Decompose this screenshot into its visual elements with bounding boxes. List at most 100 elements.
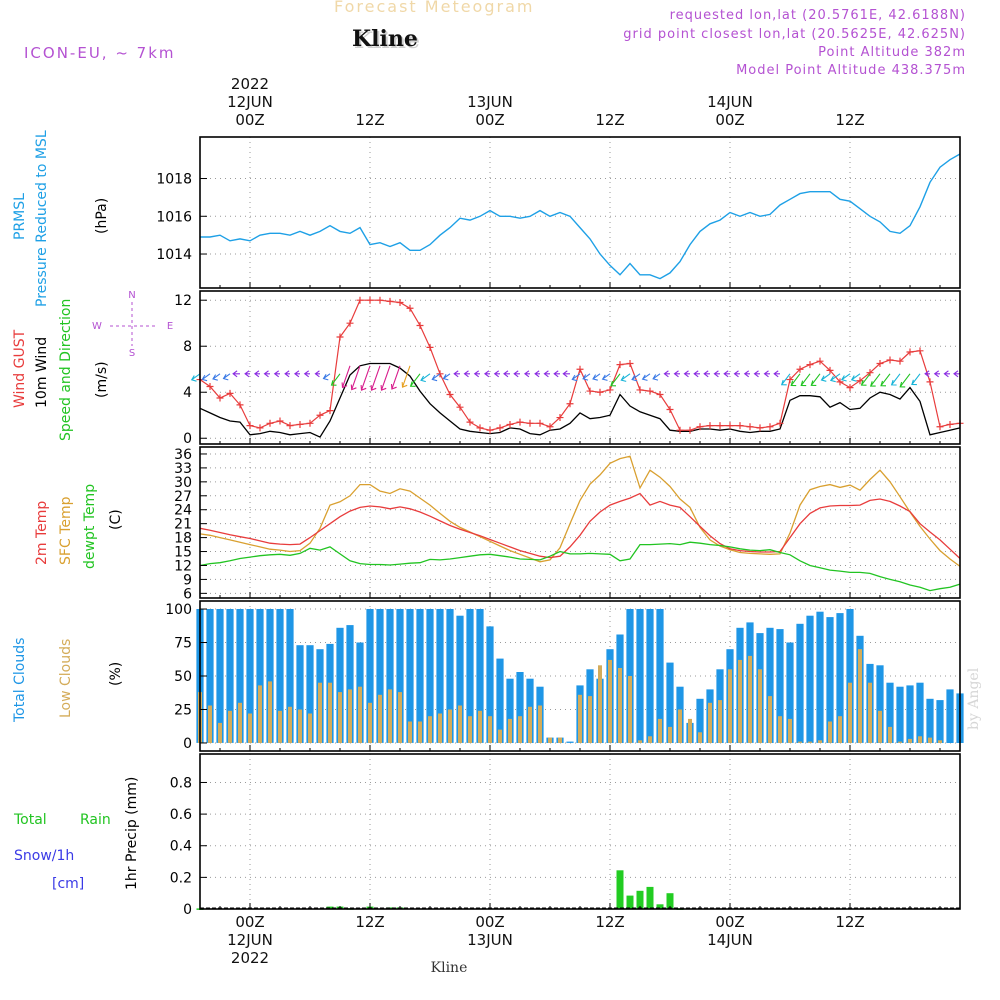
total-cloud-bar xyxy=(786,642,794,743)
top-time-label: 2022 xyxy=(231,75,269,93)
wind-direction-arrow xyxy=(571,373,581,382)
bottom-time-label: 12Z xyxy=(835,913,864,931)
top-time-label: 00Z xyxy=(475,111,504,129)
y-tick-label: 18 xyxy=(174,531,192,547)
wind-direction-arrow xyxy=(562,370,571,378)
gust-point xyxy=(716,422,724,430)
gust-point xyxy=(526,419,534,427)
wind-direction-arrow xyxy=(314,370,321,378)
dewpt-label: dewpt Temp xyxy=(82,484,98,569)
gust-point xyxy=(826,366,834,374)
low-cloud-bar xyxy=(228,710,232,743)
total-cloud-bar xyxy=(436,609,444,743)
total-cloud-bar xyxy=(366,609,374,743)
gust-point xyxy=(386,297,394,305)
wind-direction-arrow xyxy=(330,373,341,386)
y-tick-label: 0 xyxy=(183,736,192,752)
sfc-temp-label: SFC Temp xyxy=(58,496,74,565)
gust-point xyxy=(396,299,404,307)
gust-point xyxy=(736,422,744,430)
y-tick-label: 25 xyxy=(174,702,192,718)
gust-point xyxy=(806,361,814,369)
compass-w: W xyxy=(92,321,102,332)
snow-unit-label: [cm] xyxy=(52,876,84,892)
wind-direction-arrow xyxy=(733,370,741,378)
gust-point xyxy=(276,417,284,425)
gust-point xyxy=(366,296,374,304)
wind-direction-arrow xyxy=(683,370,691,378)
total-cloud-bar xyxy=(906,685,914,743)
wind-direction-arrow xyxy=(253,370,261,378)
gust-point xyxy=(476,424,484,432)
low-cloud-bar xyxy=(658,718,662,743)
gust-point xyxy=(876,359,884,367)
low-cloud-bar xyxy=(918,736,922,743)
wind-direction-arrow xyxy=(743,370,751,378)
wind-direction-arrow xyxy=(473,370,481,378)
gust-point xyxy=(776,419,784,427)
low-cloud-bar xyxy=(328,682,332,743)
low-cloud-bar xyxy=(458,705,462,743)
low-cloud-bar xyxy=(728,669,732,743)
wind-direction-arrow xyxy=(610,373,621,387)
y-tick-label: 12 xyxy=(174,293,192,309)
total-cloud-bar xyxy=(886,682,894,743)
gust-point xyxy=(266,419,274,427)
wind-direction-arrow xyxy=(431,373,441,382)
bottom-time-label: 12Z xyxy=(595,913,624,931)
total-cloud-bar xyxy=(466,609,474,743)
total-cloud-bar xyxy=(666,662,674,743)
wind-direction-label: Speed and Direction xyxy=(58,299,74,441)
gust-point xyxy=(566,400,574,408)
gust-point xyxy=(656,391,664,399)
bottom-time-label: 00Z xyxy=(235,913,264,931)
wind-direction-arrow xyxy=(911,373,921,386)
low-cloud-bar xyxy=(838,716,842,743)
wind-direction-arrow xyxy=(503,370,511,378)
bottom-time-label: 2022 xyxy=(231,949,269,967)
gust-point xyxy=(346,319,354,327)
wind-direction-arrow xyxy=(390,365,401,390)
top-time-label: 12JUN xyxy=(227,93,273,111)
y-tick-label: 12 xyxy=(174,558,192,574)
total-cloud-bar xyxy=(766,627,774,743)
location-title: Kline xyxy=(352,26,418,52)
total-cloud-bar xyxy=(506,678,514,743)
low-cloud-bar xyxy=(668,726,672,743)
wind-direction-arrow xyxy=(601,373,611,381)
y-tick-label: 36 xyxy=(174,447,192,463)
precip-unit: 1hr Precip (mm) xyxy=(124,777,140,890)
low-cloud-bar xyxy=(698,732,702,743)
total-cloud-bar xyxy=(776,629,784,743)
low-cloud-bar xyxy=(368,702,372,743)
gust-point xyxy=(496,424,504,432)
low-cloud-bar xyxy=(818,740,822,743)
wind-direction-arrow xyxy=(723,370,731,378)
total-cloud-bar xyxy=(336,627,344,743)
low-cloud-bar xyxy=(408,721,412,743)
low-cloud-bar xyxy=(678,709,682,743)
gust-point xyxy=(226,389,234,397)
top-time-label: 00Z xyxy=(715,111,744,129)
low-cloud-bar xyxy=(468,716,472,743)
wind-direction-arrow xyxy=(790,373,801,387)
wind-direction-arrow xyxy=(924,370,931,378)
gust-point xyxy=(416,322,424,330)
wind-direction-arrow xyxy=(360,365,371,391)
low-cloud-bar xyxy=(528,706,532,743)
bottom-time-label: 12JUN xyxy=(227,931,273,949)
total-cloud-bar xyxy=(476,609,484,743)
total-cloud-bar xyxy=(636,609,644,743)
y-tick-label: 8 xyxy=(183,339,192,355)
y-tick-label: 33 xyxy=(174,461,192,477)
total-rain-label-1: Total xyxy=(13,812,47,828)
gust-point xyxy=(546,423,554,431)
gust-point xyxy=(286,422,294,430)
wind-direction-arrow xyxy=(592,373,601,381)
precip-bar xyxy=(646,886,654,909)
gust-point xyxy=(796,365,804,373)
gust-point xyxy=(936,423,944,431)
y-tick-label: 24 xyxy=(174,503,192,519)
gust-point xyxy=(606,386,614,394)
total-cloud-bar xyxy=(456,615,464,743)
